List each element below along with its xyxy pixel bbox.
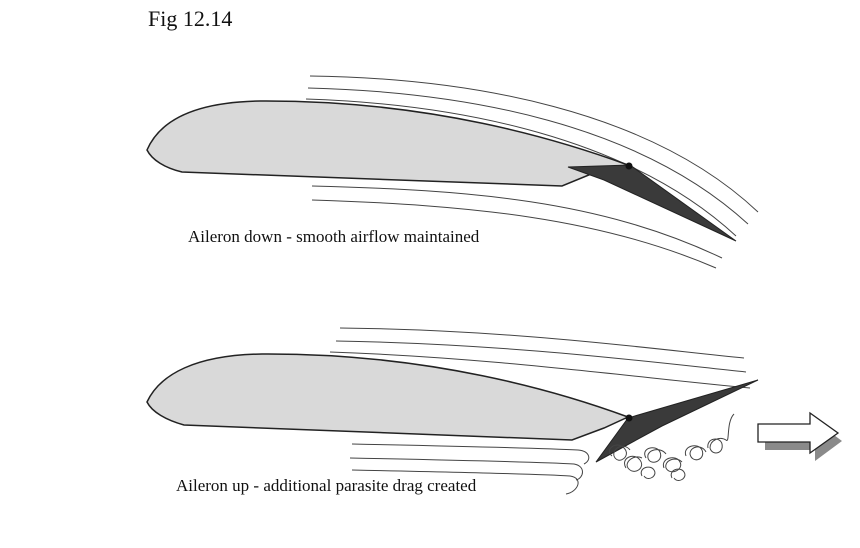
streamline [349, 457, 583, 481]
caption-aileron-up: Aileron up - additional parasite drag cr… [176, 476, 477, 495]
arrow-outline [757, 411, 840, 455]
wake-swirl [640, 466, 656, 479]
turbulent-wake [608, 413, 735, 481]
lower-streamlines [311, 185, 723, 269]
hinge-dot-icon [625, 162, 633, 170]
figure-title: Fig 12.14 [148, 6, 233, 31]
wake-swirl [670, 468, 686, 481]
hinge-dot-icon [625, 414, 633, 422]
wake-swirl [707, 413, 735, 454]
streamline [309, 75, 759, 213]
upper-streamlines [305, 75, 759, 237]
diagram-aileron-up [146, 327, 842, 495]
wake-swirl [624, 455, 643, 472]
wake-swirl [684, 445, 707, 461]
aileron-down [567, 164, 737, 242]
flow-direction-arrow-icon [757, 411, 842, 461]
streamline [339, 327, 745, 359]
streamline [335, 340, 747, 373]
wake-swirl [644, 447, 667, 463]
streamline [305, 98, 737, 237]
wake-swirl [608, 444, 631, 461]
streamline [351, 469, 579, 495]
streamline [307, 87, 749, 225]
streamline [311, 185, 723, 259]
streamline [311, 199, 717, 269]
diagram-aileron-down [146, 75, 759, 269]
upper-streamlines [329, 327, 751, 389]
wake-swirl [662, 457, 683, 473]
streamline [351, 443, 590, 465]
caption-aileron-down: Aileron down - smooth airflow maintained [188, 227, 480, 246]
lower-streamlines [349, 443, 590, 495]
wing-airfoil [146, 100, 631, 187]
streamline [329, 351, 751, 389]
wing-airfoil [146, 353, 630, 441]
